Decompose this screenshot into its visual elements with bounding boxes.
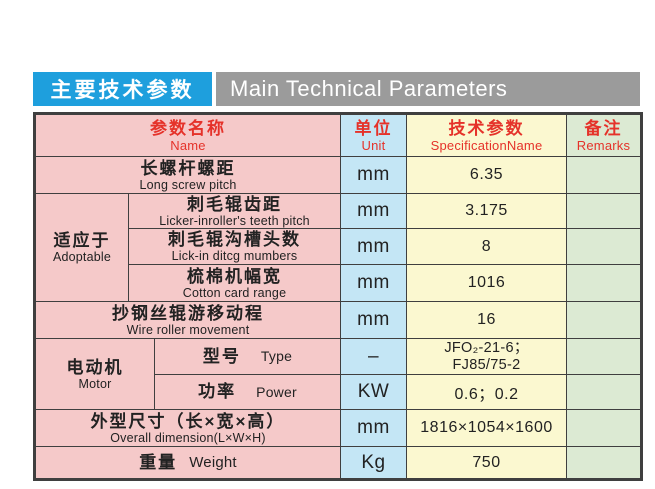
spec-cell: JFO₂-21-6； FJ85/75-2: [406, 338, 567, 375]
parameters-table: 参数名称 Name 单位 Unit 技术参数 SpecificationName…: [33, 112, 643, 481]
unit-cell: mm: [340, 193, 407, 229]
param-name-cn: 功率: [198, 382, 237, 402]
unit-cell: mm: [340, 301, 407, 339]
param-name-cn: 型号: [202, 346, 241, 366]
title-bar: 主要技术参数 Main Technical Parameters: [33, 72, 640, 106]
header-name-cell: 参数名称 Name: [34, 113, 341, 157]
unit-cell: mm: [340, 156, 407, 194]
remarks-cell: [566, 193, 642, 229]
group-adoptable-en: Adoptable: [52, 250, 112, 265]
param-name-cell: 外型尺寸（长×宽×高） Overall dimension(L×W×H): [34, 409, 341, 447]
header-spec-cell: 技术参数 SpecificationName: [406, 113, 567, 157]
param-name-cell: 梳棉机幅宽 Cotton card range: [128, 264, 341, 302]
param-name-cn: 重量: [139, 452, 178, 472]
remarks-cell: [566, 228, 642, 265]
param-name-cell: 功率 Power: [154, 374, 341, 410]
unit-cell: mm: [340, 409, 407, 447]
header-unit-cn: 单位: [354, 119, 393, 139]
remarks-cell: [566, 301, 642, 339]
spec-cell: 6.35: [406, 156, 567, 194]
unit-cell: KW: [340, 374, 407, 410]
header-spec-cn: 技术参数: [448, 119, 525, 139]
param-name-en: Weight: [189, 453, 237, 471]
header-name-cn: 参数名称: [150, 119, 226, 139]
param-name-cell: 刺毛辊齿距 Licker-inroller's teeth pitch: [128, 193, 341, 229]
unit-cell: mm: [340, 264, 407, 302]
page-title-chinese: 主要技术参数: [33, 72, 212, 106]
header-unit-cell: 单位 Unit: [340, 113, 407, 157]
group-cell-adoptable: 适应于 Adoptable: [34, 193, 129, 302]
spec-cell: 16: [406, 301, 567, 339]
header-remarks-cn: 备注: [584, 119, 623, 139]
unit-cell: –: [340, 338, 407, 375]
group-motor-en: Motor: [78, 376, 112, 391]
header-remarks-cell: 备注 Remarks: [566, 113, 642, 157]
param-name-cn: 抄钢丝辊游移动程: [112, 303, 264, 323]
param-name-cn: 刺毛辊沟槽头数: [168, 230, 301, 250]
header-remarks-en: Remarks: [576, 137, 631, 153]
table-row: 电动机 Motor 型号 Type – JFO₂-21-6； FJ85/75-2: [34, 338, 642, 410]
table-row: 长螺杆螺距 Long screw pitch mm 6.35: [34, 156, 642, 194]
spec-line-1: JFO₂-21-6；: [444, 340, 529, 357]
header-spec-en: SpecificationName: [430, 137, 543, 153]
param-name-cn: 长螺杆螺距: [140, 158, 236, 178]
header-unit-en: Unit: [361, 137, 386, 153]
spec-cell: 750: [406, 446, 567, 480]
param-name-cell: 抄钢丝辊游移动程 Wire roller movement: [34, 301, 341, 339]
header-name-en: Name: [170, 137, 206, 153]
param-name-cn: 梳棉机幅宽: [187, 266, 282, 286]
remarks-cell: [566, 156, 642, 194]
table-row: 抄钢丝辊游移动程 Wire roller movement mm 16: [34, 301, 642, 339]
spec-cell: 1016: [406, 264, 567, 302]
param-name-en: Wire roller movement: [126, 322, 250, 337]
param-name-en: Overall dimension(L×W×H): [110, 430, 266, 445]
param-name-cell: 重量 Weight: [34, 446, 341, 480]
param-name-en: Type: [260, 348, 293, 365]
group-adoptable-cn: 适应于: [53, 231, 111, 251]
group-motor-cn: 电动机: [66, 357, 124, 377]
param-name-cn: 刺毛辊齿距: [187, 194, 282, 214]
spec-cell: 3.175: [406, 193, 567, 229]
table-row: 适应于 Adoptable 刺毛辊齿距 Licker-inroller's te…: [34, 193, 642, 302]
unit-cell: mm: [340, 228, 407, 265]
param-name-en: Cotton card range: [182, 285, 287, 300]
spec-cell: 8: [406, 228, 567, 265]
table-header-row: 参数名称 Name 单位 Unit 技术参数 SpecificationName…: [34, 113, 642, 157]
remarks-cell: [566, 409, 642, 447]
page-title-english: Main Technical Parameters: [216, 72, 640, 106]
remarks-cell: [566, 338, 642, 375]
unit-cell: Kg: [340, 446, 407, 480]
param-name-cell: 长螺杆螺距 Long screw pitch: [34, 156, 341, 194]
param-name-cell: 型号 Type: [154, 338, 341, 375]
remarks-cell: [566, 446, 642, 480]
param-name-en: Long screw pitch: [139, 177, 237, 192]
spec-line-2: FJ85/75-2: [452, 356, 521, 373]
param-name-en: Power: [256, 383, 297, 400]
remarks-cell: [566, 264, 642, 302]
remarks-cell: [566, 374, 642, 410]
spec-cell: 0.6；0.2: [406, 374, 567, 410]
group-cell-motor: 电动机 Motor: [34, 338, 155, 410]
table-row: 刺毛辊沟槽头数 Lick-in ditcg mumbers mm 8: [35, 228, 642, 265]
param-name-en: Licker-inroller's teeth pitch: [159, 213, 310, 228]
table-row: 梳棉机幅宽 Cotton card range mm 1016: [35, 264, 642, 302]
table-row: 外型尺寸（长×宽×高） Overall dimension(L×W×H) mm …: [34, 409, 642, 447]
table-row: 重量 Weight Kg 750: [34, 446, 642, 480]
param-name-en: Lick-in ditcg mumbers: [171, 249, 298, 264]
param-name-cell: 刺毛辊沟槽头数 Lick-in ditcg mumbers: [128, 228, 341, 265]
param-name-cn: 外型尺寸（长×宽×高）: [90, 411, 286, 431]
spec-cell: 1816×1054×1600: [406, 409, 567, 447]
